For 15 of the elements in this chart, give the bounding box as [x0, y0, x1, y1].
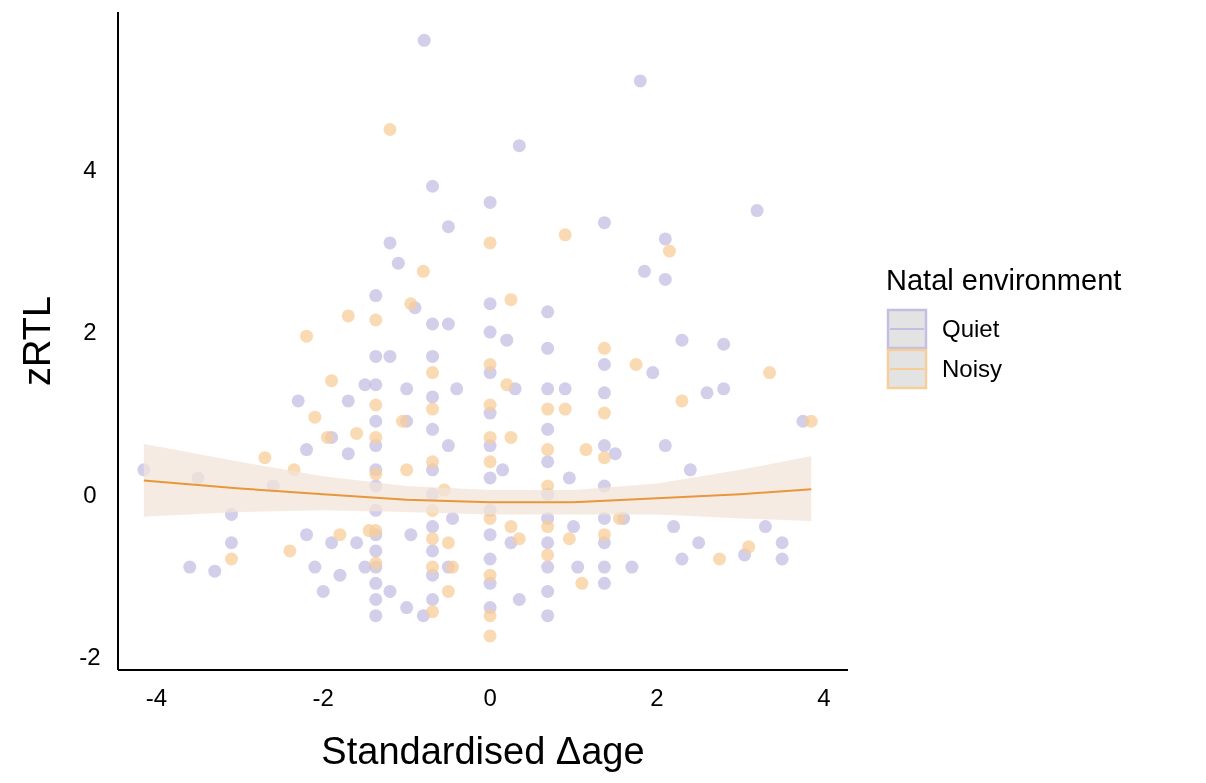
x-tick-label: -4	[145, 684, 168, 711]
x-axis-title: Standardised Δage	[321, 730, 645, 772]
line-series	[142, 479, 813, 504]
y-axis-title: zRTL	[16, 295, 58, 387]
legend-title: Natal environment	[886, 264, 1122, 296]
legend-label: Noisy	[942, 355, 1003, 383]
x-tick-label: 4	[817, 684, 831, 711]
x-tick-label: 2	[650, 684, 664, 711]
y-tick-label: -2	[79, 642, 101, 670]
x-tick-label: 0	[483, 684, 497, 711]
y-tick-label: 2	[83, 318, 97, 346]
y-tick-label: 0	[83, 480, 97, 508]
x-tick-label: -2	[312, 684, 334, 711]
y-tick-label: 4	[83, 156, 97, 184]
legend-label: Quiet	[942, 315, 1000, 343]
